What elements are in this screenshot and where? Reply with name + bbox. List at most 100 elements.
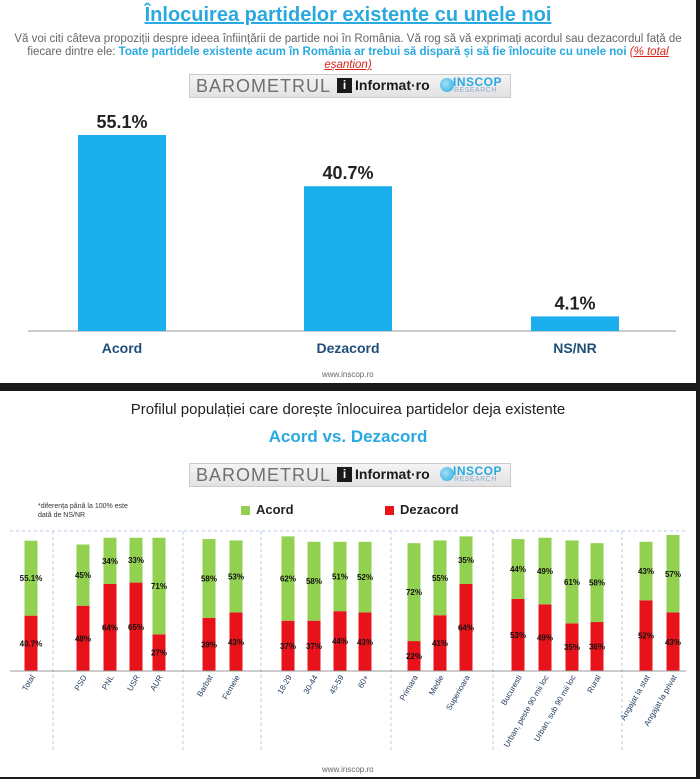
top-panel: Înlocuirea partidelor existente cu unele… [0,0,696,383]
acord-value-label: 55% [432,574,448,583]
research-wordmark: RESEARCH [454,87,497,94]
acord-value-label: 72% [406,588,422,597]
category-tick-label: Primara [398,673,420,702]
profile-stacked-chart: 40.7% 55.1% Total 48% 45% PSD 64% 34% PNL 65% 33% U… [10,530,686,753]
acord-value-label: 55.1% [20,574,43,583]
bar-acord [538,537,552,605]
bar-acord [281,536,295,621]
bottom-panel: Profilul populației care dorește înlocui… [0,391,696,777]
bar-dezacord [590,622,604,671]
dezacord-value-label: 37% [280,642,296,651]
bar-value-label: 55.1% [96,112,147,132]
informat-i-icon: i [337,78,352,93]
inscop-wordmark: INSCOP [453,75,503,89]
question-note: (% total eșantion) [324,46,669,71]
category-tick-label: Medie [427,673,446,697]
barometer-banner: BAROMETRUL i Informat·ro INSCOP RESEARCH [189,74,511,98]
bar-dezacord [129,582,143,671]
legend-swatch-red [385,506,394,516]
acord-value-label: 52% [357,573,373,582]
dezacord-value-label: 48% [75,634,91,643]
bar-dezacord [459,583,473,671]
bar-acord [565,540,579,624]
research-wordmark: RESEARCH [454,476,497,483]
nsnr-note: *diferența până la 100% este dată de NS/… [38,503,128,519]
bar-dezacord [307,620,321,671]
question-statement: Toate partidele existente acum în Români… [118,46,627,58]
bar-acord [78,135,166,331]
bar-dezacord [538,604,552,671]
bar-dezacord [152,634,166,671]
bar-dezacord [304,186,392,331]
dezacord-value-label: 39% [201,640,217,649]
bar-acord [103,537,117,584]
legend-label-dezacord: Dezacord [400,502,459,517]
bar-acord [202,539,216,618]
informat-wordmark: Informat·ro [355,77,430,93]
dezacord-value-label: 53% [510,631,526,640]
bar-nsnr [531,316,619,331]
category-tick-label: AUR [148,673,164,692]
category-tick-label: PNL [100,673,116,691]
acord-value-label: 51% [332,572,348,581]
dezacord-value-label: 43% [228,638,244,647]
bar-acord [459,536,473,584]
bar-acord [590,543,604,623]
agreement-bar-chart: 55.1% Acord 40.7% Dezacord 4.1% NS/NR [28,112,676,356]
bar-dezacord [103,583,117,671]
informat-i-icon: i [337,467,352,482]
dezacord-value-label: 36% [589,643,605,652]
barometru-wordmark: BAROMETRUL [196,76,332,96]
bar-dezacord [24,615,38,671]
category-tick-label: 18-29 [276,673,294,696]
question-text: Vă voi citi câteva propoziții despre ide… [14,33,682,72]
dezacord-value-label: 52% [638,632,654,641]
bar-acord [666,535,680,613]
acord-value-label: 43% [638,567,654,576]
bar-acord [307,541,321,621]
dezacord-value-label: 44% [332,637,348,646]
acord-value-label: 34% [102,557,118,566]
bar-acord [639,541,653,601]
inscop-logo-icon [440,78,454,92]
legend-dezacord: Dezacord [385,502,459,517]
bar-acord [333,541,347,612]
informat-wordmark: Informat·ro [355,466,430,482]
footer-url: www.inscop.ro [322,370,374,379]
category-tick-label: 30-44 [302,673,320,696]
category-label: Dezacord [316,340,379,356]
bar-acord [358,541,372,613]
dezacord-value-label: 37% [306,642,322,651]
dezacord-value-label: 27% [151,649,167,658]
dezacord-value-label: 49% [537,634,553,643]
bar-acord [24,540,38,616]
category-label: Acord [102,340,142,356]
dezacord-value-label: 41% [432,639,448,648]
bar-acord [511,539,525,599]
category-tick-label: Rural [585,673,602,694]
dezacord-value-label: 43% [665,638,681,647]
profile-subtitle: Acord vs. Dezacord [268,427,428,446]
bar-dezacord [639,600,653,671]
acord-value-label: 45% [75,571,91,580]
profile-title: Profilul populației care dorește înlocui… [130,401,566,418]
acord-value-label: 61% [564,578,580,587]
category-tick-label: Superioara [444,673,472,712]
category-tick-label: 45-59 [328,673,346,696]
acord-value-label: 62% [280,575,296,584]
bar-dezacord [229,612,243,671]
acord-value-label: 71% [151,582,167,591]
legend-swatch-green [241,506,250,516]
category-tick-label: Bucuresti [499,673,524,707]
bar-dezacord [511,598,525,671]
legend-label-acord: Acord [256,502,294,517]
dezacord-value-label: 64% [458,623,474,632]
bar-dezacord [333,611,347,671]
inscop-wordmark: INSCOP [453,464,503,478]
acord-value-label: 58% [201,575,217,584]
dezacord-value-label: 40.7% [20,639,43,648]
dezacord-value-label: 64% [102,623,118,632]
acord-value-label: 49% [537,567,553,576]
bar-dezacord [358,612,372,671]
dezacord-value-label: 43% [357,638,373,647]
